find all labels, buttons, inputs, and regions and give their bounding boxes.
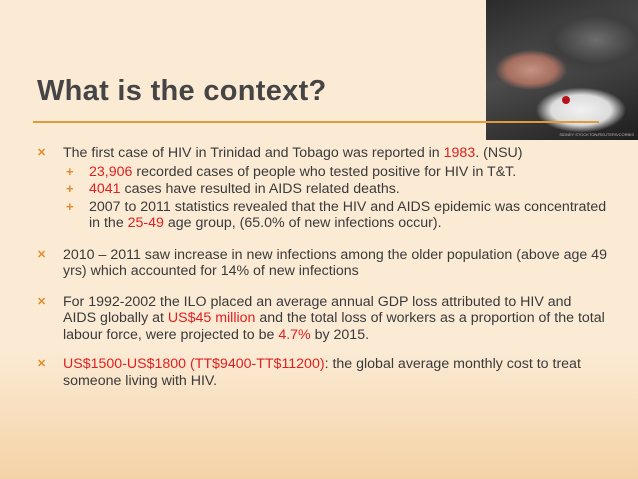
bullet-treatment-cost: ✕ US$1500-US$1800 (TT$9400-TT$11200): th… [37,356,607,389]
highlight-year: 1983 [443,145,476,161]
sub-bullet-list: + 23,906 recorded cases of people who te… [63,164,607,232]
sub-bullet-aids-deaths: + 4041 cases have resulted in AIDS relat… [66,181,400,197]
bullet-text: US$1500-US$1800 (TT$9400-TT$11200): the … [63,356,581,389]
sub-bullet-recorded-cases: + 23,906 recorded cases of people who te… [66,163,517,180]
bullet-ilo-gdp-loss: ✕ For 1992-2002 the ILO placed an averag… [37,294,607,344]
background-gradient [0,349,638,479]
highlight-age-group: 25-49 [127,215,164,231]
photo-credit: SIDNEY STOCKTON/REUTERS/CORBIS [559,132,634,137]
highlight-gdp-loss: US$45 million [167,310,256,326]
bullet-text: For 1992-2002 the ILO placed an average … [63,293,605,343]
title-divider [33,121,599,123]
bullet-list: ✕ The first case of HIV in Trinidad and … [37,145,607,389]
x-bullet-icon: ✕ [37,248,47,261]
bullet-text: 2010 – 2011 saw increase in new infectio… [63,246,607,280]
highlight-cost: US$1500-US$1800 (TT$9400-TT$11200) [63,356,325,372]
bullet-text: The first case of HIV in Trinidad and To… [63,145,523,161]
highlight-deaths: 4041 [89,181,121,197]
plus-bullet-icon: + [66,198,74,214]
blood-test-photo: SIDNEY STOCKTON/REUTERS/CORBIS [486,0,638,140]
highlight-cases: 23,906 [89,163,133,180]
x-bullet-icon: ✕ [37,358,47,370]
x-bullet-icon: ✕ [37,147,47,159]
blood-drop [562,96,570,104]
highlight-percentage: 4.7% [278,326,311,343]
plus-bullet-icon: + [66,163,74,179]
x-bullet-icon: ✕ [37,295,47,308]
bullet-older-population: ✕ 2010 – 2011 saw increase in new infect… [37,247,607,280]
sub-bullet-age-group: + 2007 to 2011 statistics revealed that … [66,198,607,232]
slide-title: What is the context? [37,75,327,107]
bullet-first-case: ✕ The first case of HIV in Trinidad and … [37,145,607,232]
plus-bullet-icon: + [66,181,74,196]
